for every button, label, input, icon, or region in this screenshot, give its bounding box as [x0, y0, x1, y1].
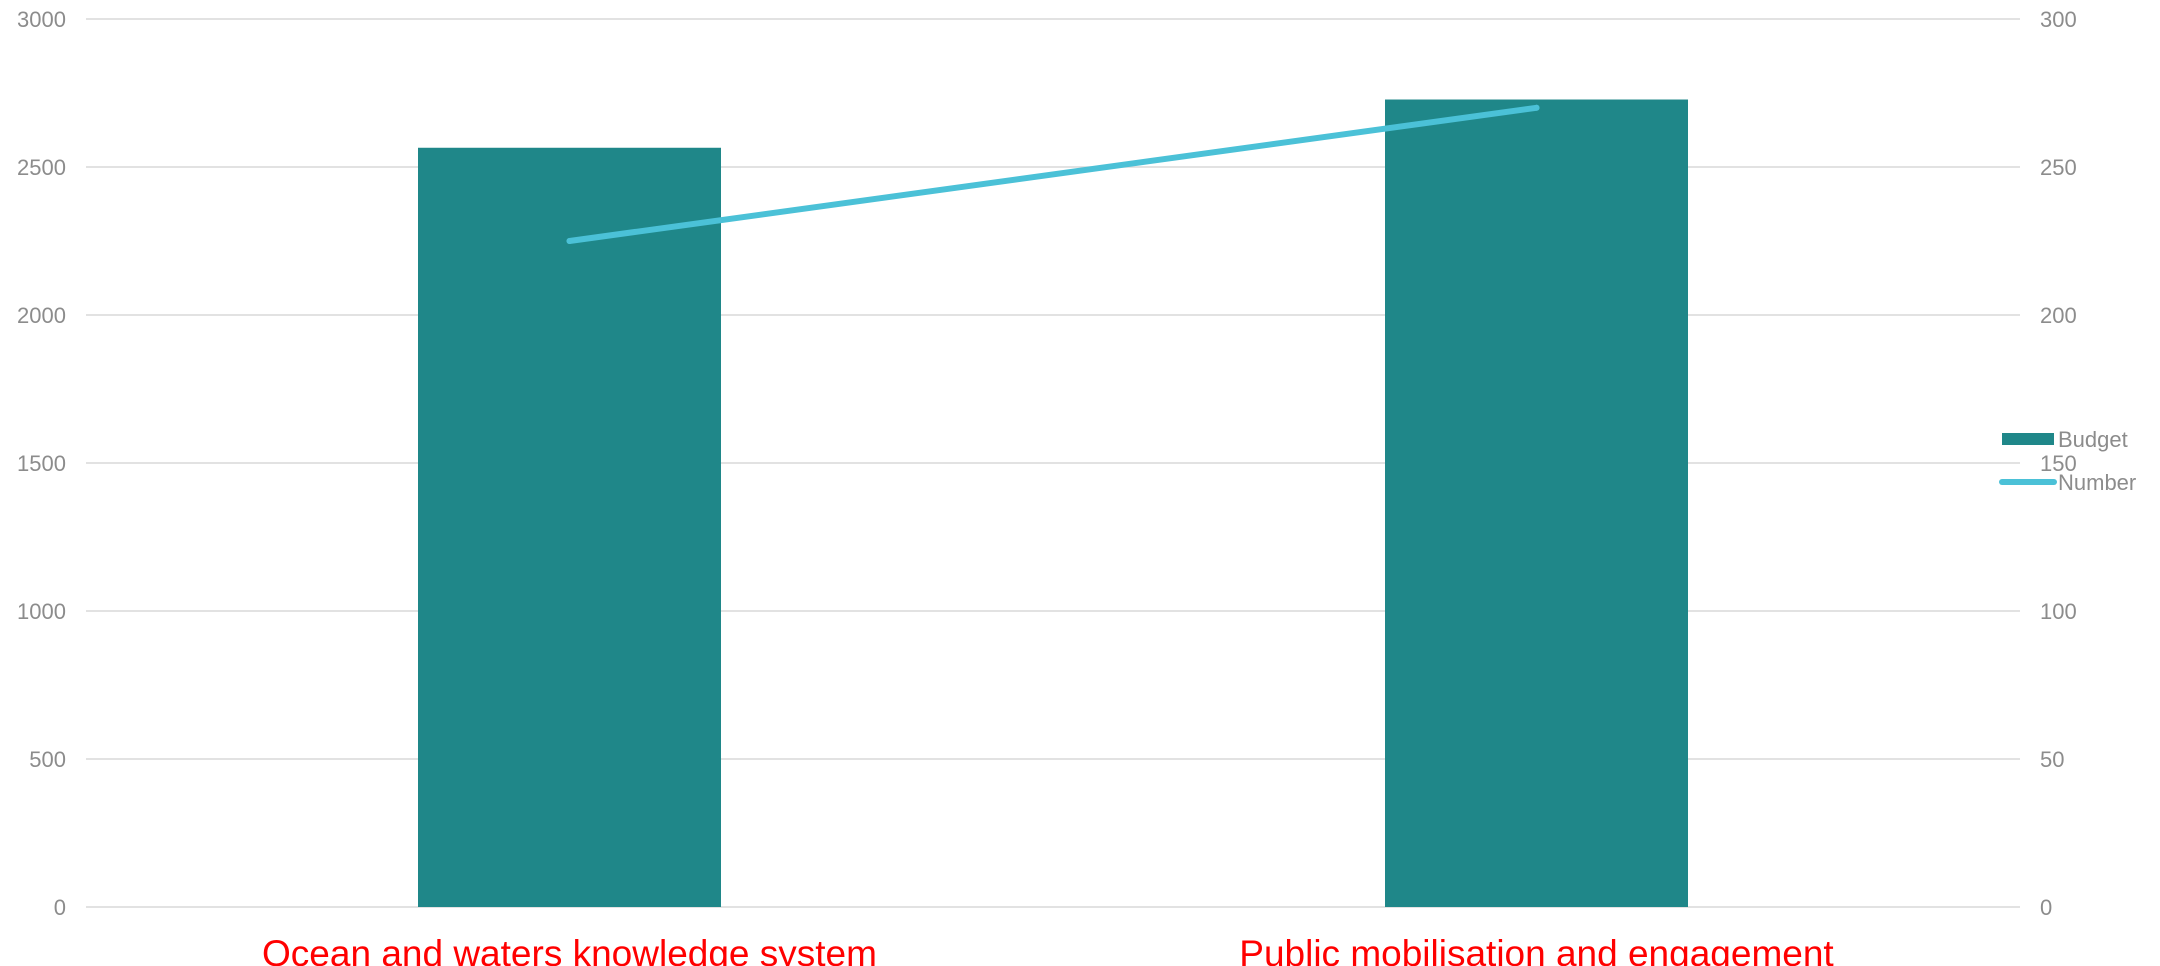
budget-bars — [418, 99, 1688, 907]
gridlines — [86, 18, 2020, 908]
budget-bar — [418, 147, 721, 907]
right-tick-label: 250 — [2040, 155, 2077, 180]
right-tick-label: 0 — [2040, 895, 2052, 920]
left-axis-ticks: 0 500 1000 1500 2000 2500 3000 — [17, 7, 66, 920]
right-tick-label: 50 — [2040, 747, 2064, 772]
legend-swatch-budget — [2002, 433, 2054, 445]
number-point — [566, 238, 573, 244]
category-label: Public mobilisation and engagement — [1239, 933, 1834, 966]
right-axis-ticks: 0 50 100 150 200 250 300 — [2040, 7, 2077, 920]
left-tick-label: 3000 — [17, 7, 66, 32]
budget-bar — [1385, 99, 1688, 907]
legend-label: Number — [2058, 470, 2136, 495]
left-tick-label: 1500 — [17, 451, 66, 476]
number-point — [1533, 104, 1540, 111]
category-label: Ocean and waters knowledge system — [262, 933, 877, 966]
number-line — [566, 104, 1540, 244]
left-tick-label: 0 — [54, 895, 66, 920]
left-tick-label: 500 — [29, 747, 66, 772]
legend-label: Budget — [2058, 427, 2128, 452]
left-tick-label: 2500 — [17, 155, 66, 180]
right-tick-label: 200 — [2040, 303, 2077, 328]
left-tick-label: 1000 — [17, 599, 66, 624]
right-tick-label: 100 — [2040, 599, 2077, 624]
category-labels: Ocean and waters knowledge system Public … — [262, 933, 1834, 966]
right-tick-label: 300 — [2040, 7, 2077, 32]
legend: Budget Number — [1999, 427, 2136, 495]
number-series-line — [566, 104, 1540, 244]
right-tick-label: 150 — [2040, 451, 2077, 476]
left-tick-label: 2000 — [17, 303, 66, 328]
